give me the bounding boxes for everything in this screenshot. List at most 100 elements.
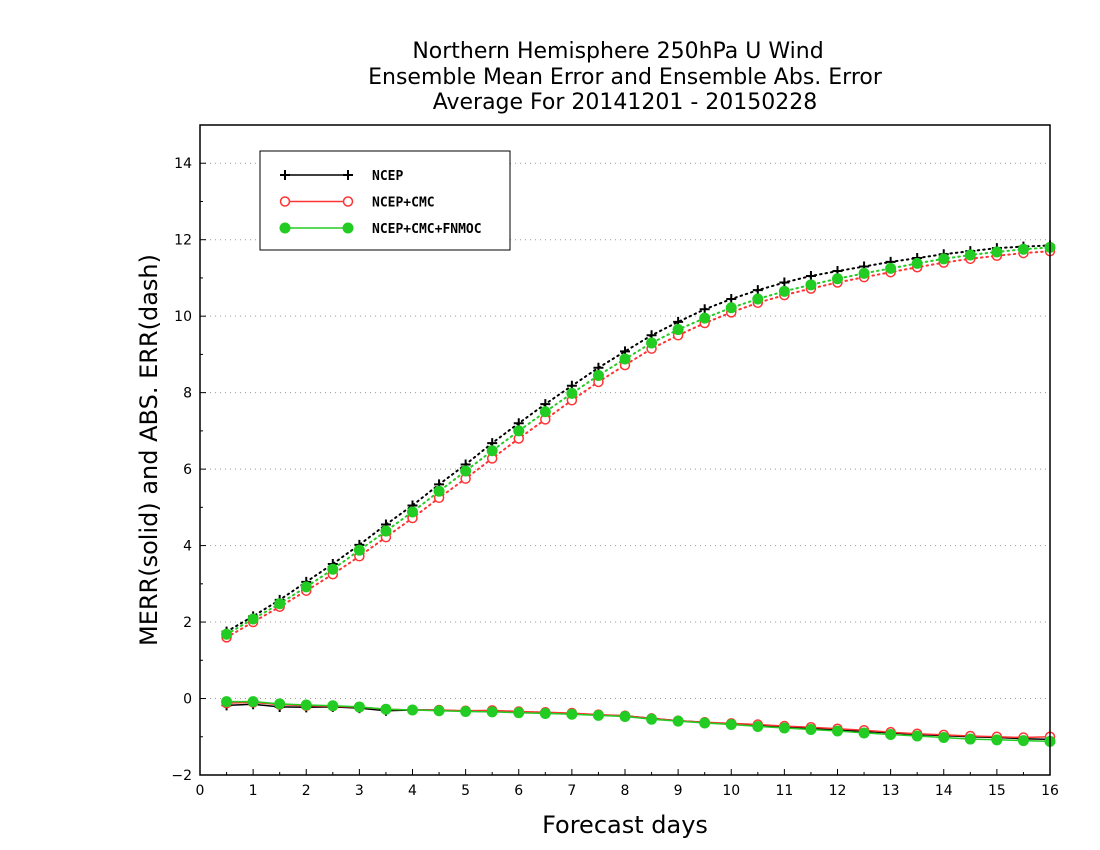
plot-series [221, 240, 1056, 747]
data-point-abs-err [433, 485, 445, 497]
data-point-merr [1017, 735, 1029, 747]
data-point-merr [327, 700, 339, 712]
data-point-abs-err [619, 353, 631, 365]
legend-items: NCEP NCEP+CMC NCEP+CMC+FNMOC [279, 169, 482, 237]
x-tick-label: 0 [196, 783, 205, 799]
series-ncep-cmc-fnmoc [221, 241, 1056, 747]
data-point-abs-err [858, 267, 870, 279]
x-tick-label: 5 [461, 783, 470, 799]
data-point-merr [725, 719, 737, 731]
y-tick-label: 10 [174, 309, 192, 325]
x-tick-label: 16 [1041, 783, 1059, 799]
data-point-abs-err [566, 387, 578, 399]
y-tick-label: 2 [183, 615, 192, 631]
data-point-merr [513, 707, 525, 719]
y-axis-label: MERR(solid) and ABS. ERR(dash) [135, 254, 163, 646]
legend-marker [343, 170, 353, 180]
data-point-merr [221, 696, 233, 708]
legend-item-ncep-cmc-fnmoc: NCEP+CMC+FNMOC [279, 222, 482, 237]
data-point-abs-err [247, 613, 259, 625]
data-point-abs-err [486, 445, 498, 457]
data-point-merr [247, 696, 259, 708]
data-point-abs-err [592, 369, 604, 381]
y-tick-label: 4 [183, 539, 192, 555]
legend-marker [342, 196, 354, 207]
data-point-merr [566, 708, 578, 720]
legend: NCEP NCEP+CMC NCEP+CMC+FNMOC [259, 150, 511, 251]
data-point-merr [991, 734, 1003, 746]
y-tick-label: 14 [174, 156, 192, 172]
y-tick-label: 0 [183, 692, 192, 708]
x-tick-label: 6 [514, 783, 523, 799]
chart-title-line-1: Northern Hemisphere 250hPa U Wind [412, 39, 823, 64]
data-point-abs-err [911, 257, 923, 269]
data-point-merr [380, 703, 392, 715]
x-tick-label: 10 [722, 783, 740, 799]
x-tick-label: 9 [674, 783, 683, 799]
data-point-merr [460, 706, 472, 718]
legend-item-ncep: NCEP [280, 169, 403, 184]
data-point-abs-err [672, 324, 684, 336]
x-tick-label: 1 [249, 783, 258, 799]
legend-label: NCEP [372, 169, 403, 184]
legend-box [259, 150, 511, 251]
y-axis-ticks: −2 0 2 4 6 8 10 12 14 [171, 124, 206, 784]
series-line-abs-err [225, 246, 1051, 636]
data-point-abs-err [353, 544, 365, 556]
data-point-abs-err [885, 262, 897, 274]
data-point-abs-err [407, 506, 418, 518]
data-point-abs-err [646, 337, 658, 349]
data-point-abs-err [991, 246, 1003, 258]
x-axis-ticks: 0 1 2 3 4 5 6 7 8 9 10 11 12 13 14 15 16 [196, 769, 1059, 799]
data-point-abs-err [274, 598, 286, 610]
legend-marker [279, 222, 291, 234]
data-point-abs-err [300, 581, 312, 593]
data-point-abs-err [699, 312, 711, 324]
x-tick-label: 12 [829, 783, 847, 799]
data-point-merr [964, 733, 976, 745]
data-point-merr [353, 701, 365, 713]
data-point-merr [885, 728, 897, 740]
legend-marker [280, 170, 290, 180]
x-tick-label: 3 [355, 783, 364, 799]
legend-item-ncep-cmc: NCEP+CMC [279, 196, 435, 211]
y-tick-label: 8 [183, 386, 192, 402]
y-tick-label: 6 [183, 462, 192, 478]
legend-label: NCEP+CMC [372, 196, 435, 211]
data-point-abs-err [752, 293, 764, 305]
x-tick-label: 13 [882, 783, 900, 799]
data-point-merr [752, 720, 764, 732]
x-tick-label: 15 [988, 783, 1006, 799]
x-tick-label: 7 [567, 783, 576, 799]
data-point-merr [619, 711, 631, 722]
data-point-merr [300, 699, 312, 711]
data-point-merr [646, 713, 658, 725]
x-tick-label: 2 [302, 783, 311, 799]
data-point-abs-err [380, 525, 392, 537]
data-point-abs-err [460, 465, 472, 477]
legend-marker [342, 222, 354, 234]
data-point-abs-err [725, 302, 737, 314]
chart-title-line-2: Ensemble Mean Error and Ensemble Abs. Er… [368, 65, 883, 90]
y-tick-label: −2 [171, 768, 192, 784]
data-point-merr [911, 730, 923, 742]
x-tick-label: 8 [621, 783, 630, 799]
data-point-abs-err [327, 563, 339, 575]
y-tick-label: 12 [174, 233, 192, 249]
data-point-merr [486, 706, 498, 718]
data-point-merr [832, 725, 843, 737]
x-tick-label: 14 [935, 783, 953, 799]
data-point-abs-err [832, 273, 843, 285]
data-point-abs-err [221, 628, 233, 640]
data-point-abs-err [778, 285, 790, 297]
data-point-merr [592, 709, 604, 721]
data-point-merr [778, 722, 790, 734]
data-point-merr [938, 732, 950, 744]
data-point-abs-err [539, 406, 551, 418]
legend-label: NCEP+CMC+FNMOC [372, 222, 482, 237]
data-point-merr [858, 727, 870, 739]
data-point-abs-err [805, 279, 817, 291]
data-point-abs-err [964, 249, 976, 261]
data-point-abs-err [1017, 243, 1029, 255]
